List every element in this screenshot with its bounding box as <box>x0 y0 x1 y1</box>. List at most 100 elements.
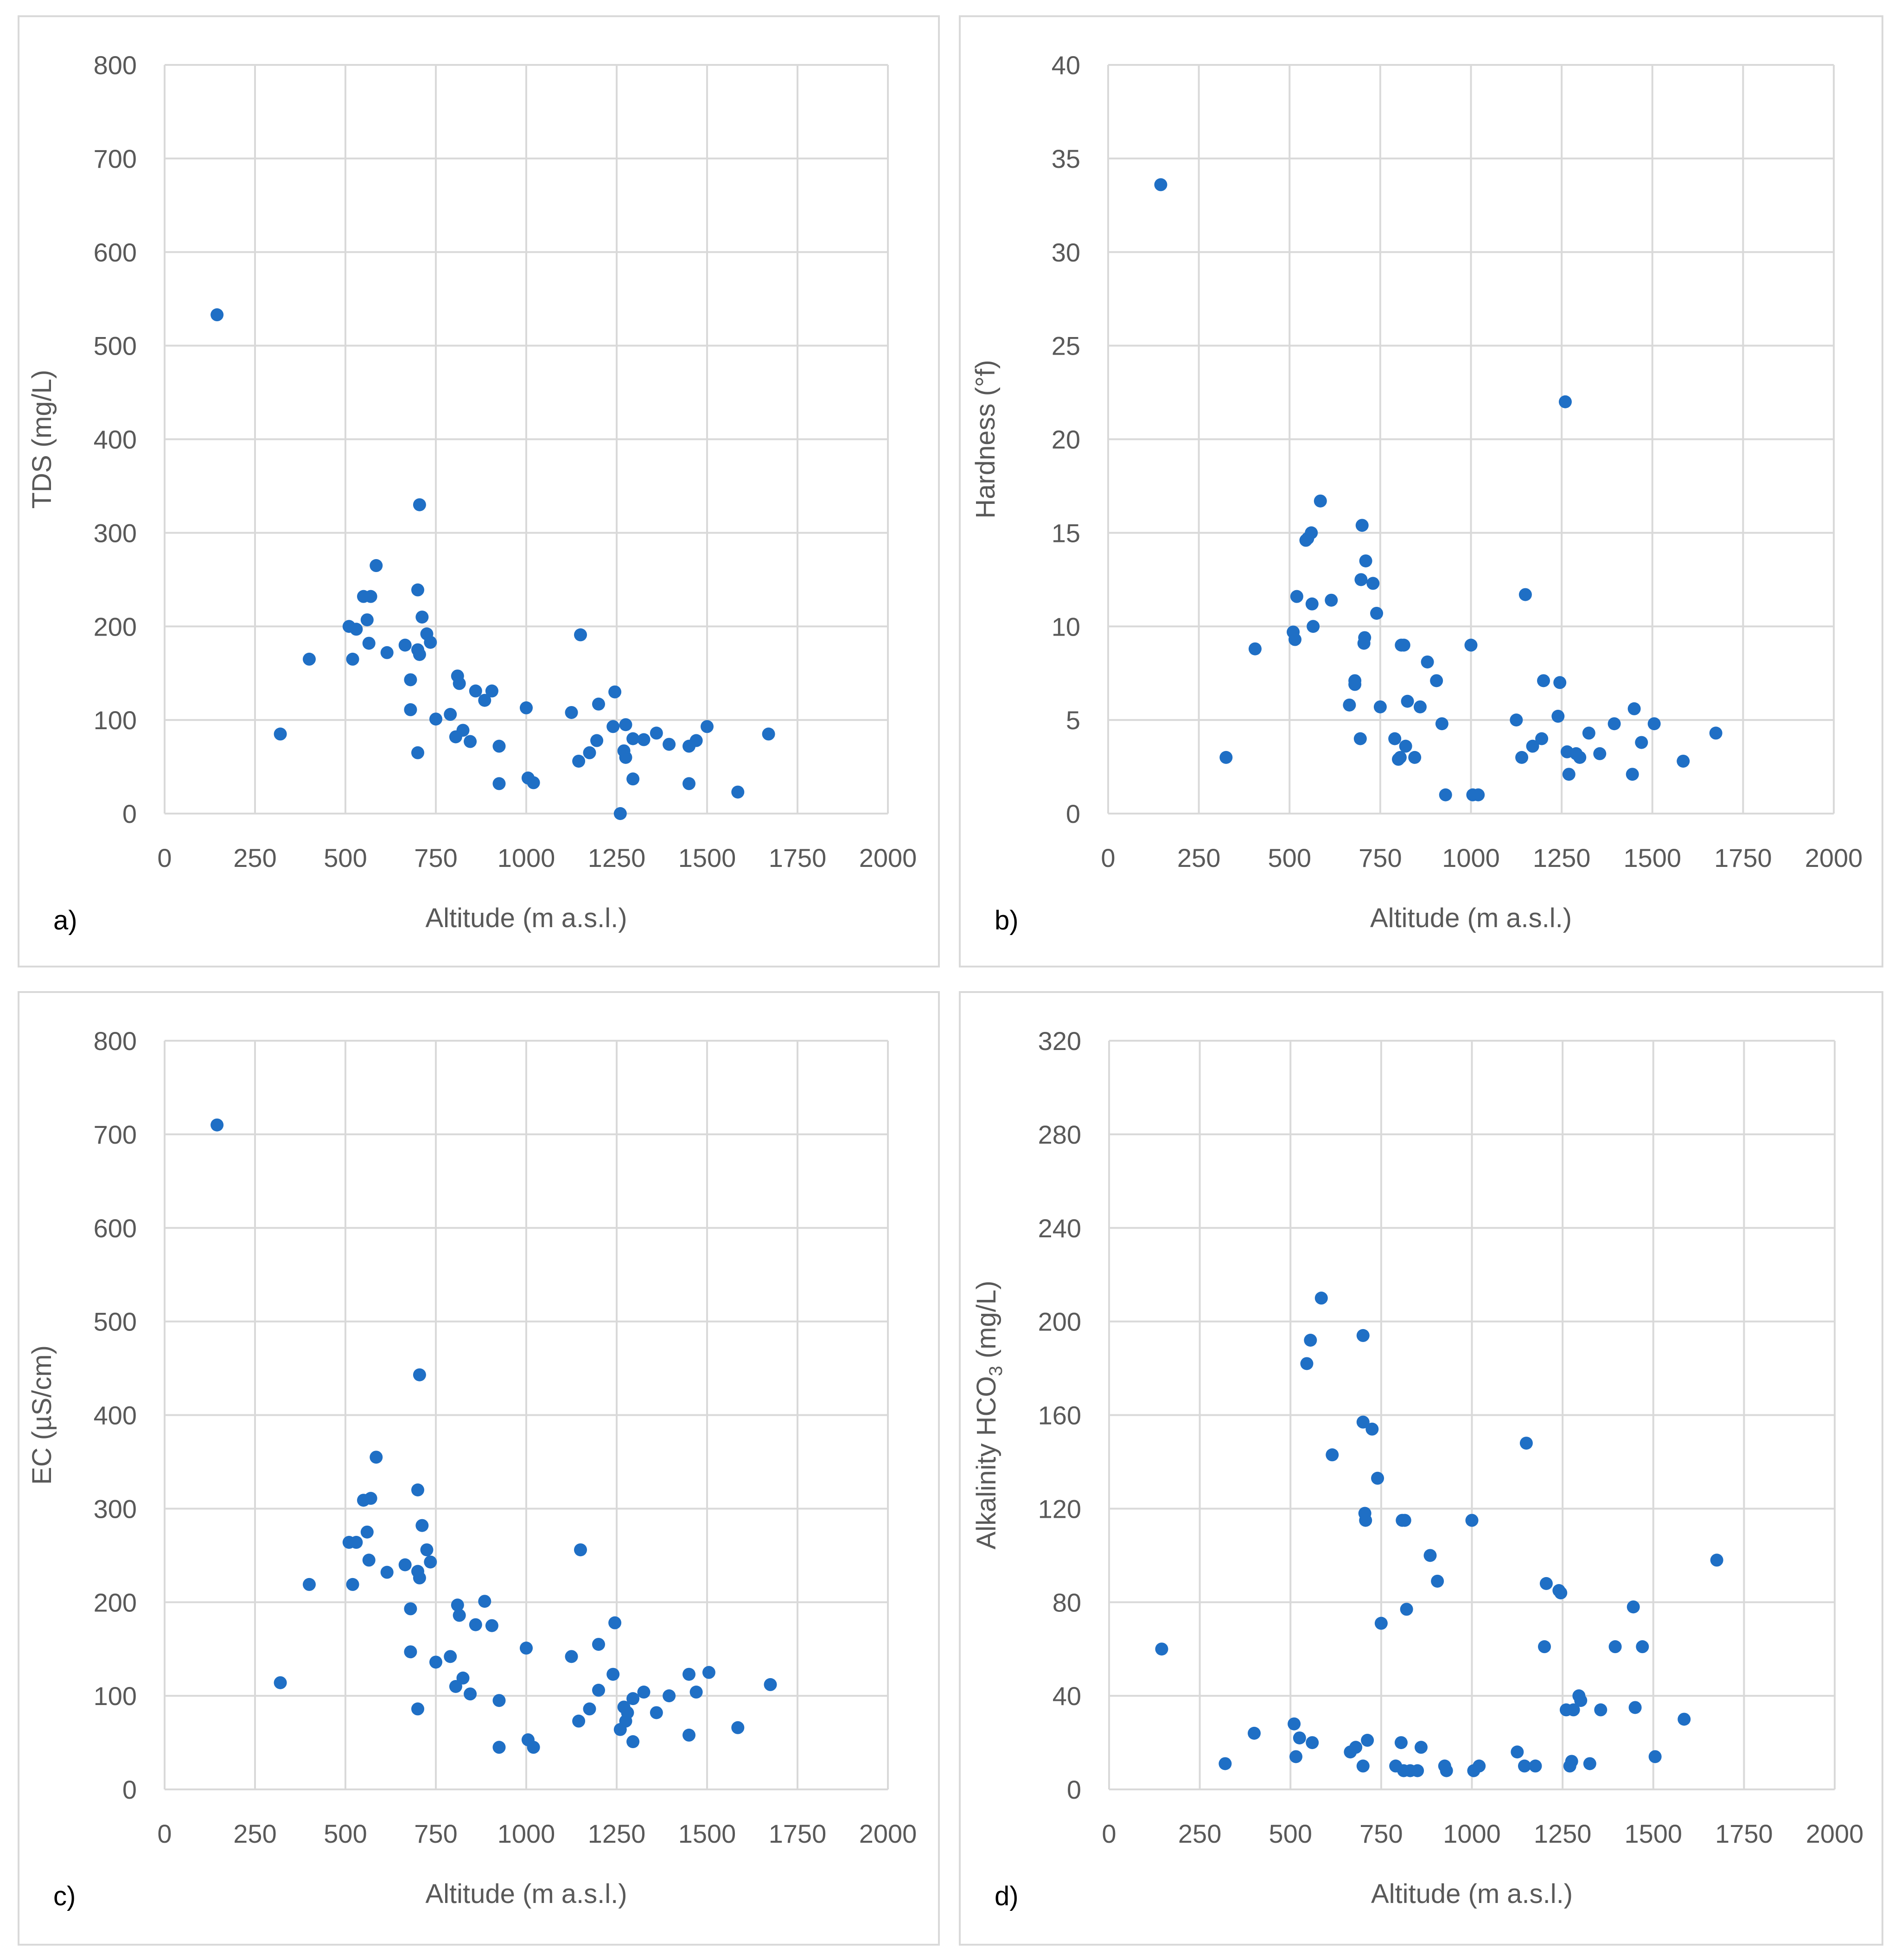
y-tick-label: 300 <box>94 1494 137 1523</box>
panel-frame <box>18 991 940 1946</box>
data-point <box>1608 717 1621 731</box>
data-point <box>380 646 394 659</box>
data-point <box>444 708 457 721</box>
data-point <box>683 1667 695 1681</box>
data-point <box>565 706 578 719</box>
data-point <box>572 754 586 768</box>
data-point <box>606 720 620 733</box>
data-point <box>1343 698 1356 712</box>
x-axis-title: Altitude (m a.s.l.) <box>1371 1879 1573 1909</box>
data-point <box>626 732 640 745</box>
data-point <box>1411 1764 1424 1777</box>
data-point <box>362 636 376 650</box>
panel-frame <box>959 15 1883 967</box>
panel-label: c) <box>53 1881 76 1911</box>
data-point <box>1567 1703 1580 1717</box>
data-point <box>413 1571 426 1585</box>
data-point <box>1348 674 1362 687</box>
data-point <box>606 1667 620 1681</box>
data-point <box>1636 1640 1649 1654</box>
data-point <box>1421 655 1434 668</box>
x-tick-label: 500 <box>324 843 367 872</box>
data-point <box>1289 1750 1302 1763</box>
data-point <box>464 735 477 748</box>
data-point <box>1373 700 1387 713</box>
data-point <box>1305 597 1319 611</box>
panel-d: 0 250 500 750 1000 1250 1500 1750 2000 0 40 80 120 16… <box>959 991 1883 1946</box>
data-point <box>583 746 596 759</box>
data-point <box>492 739 506 753</box>
data-point <box>1354 573 1368 586</box>
data-point <box>1635 736 1648 749</box>
data-point <box>1677 754 1690 768</box>
data-point <box>346 652 359 666</box>
panel-label: d) <box>995 1881 1019 1911</box>
y-tick-label: 0 <box>1066 799 1080 828</box>
data-point <box>1583 1757 1596 1770</box>
data-point <box>1393 751 1407 764</box>
data-point <box>683 777 695 790</box>
data-point <box>1551 710 1565 723</box>
data-point <box>1359 554 1372 567</box>
data-point <box>464 1687 477 1701</box>
data-point <box>1423 1549 1437 1562</box>
data-point <box>1539 1577 1553 1590</box>
x-tick-label: 1750 <box>1715 1819 1773 1848</box>
data-point <box>453 1609 466 1622</box>
y-tick-label: 600 <box>94 1214 137 1243</box>
data-point <box>1356 1329 1370 1342</box>
data-point <box>211 1118 224 1132</box>
data-point <box>411 746 424 759</box>
data-point <box>350 623 363 636</box>
data-point <box>413 1368 426 1381</box>
panel-label: a) <box>53 905 77 935</box>
data-point <box>451 1598 464 1612</box>
data-point <box>590 734 604 747</box>
panel-frame <box>959 991 1883 1946</box>
y-tick-label: 320 <box>1038 1026 1081 1056</box>
y-tick-label: 600 <box>94 238 137 267</box>
data-point <box>1361 1734 1374 1747</box>
y-axis-title: Hardness (°f) <box>970 360 1001 518</box>
data-point <box>574 1543 587 1557</box>
data-point <box>370 1451 383 1464</box>
data-point <box>1218 1757 1232 1770</box>
data-point <box>1608 1640 1622 1654</box>
data-point <box>1325 593 1338 607</box>
x-axis-title: Altitude (m a.s.l.) <box>425 1879 627 1909</box>
data-point <box>364 1492 377 1505</box>
data-point <box>626 1692 640 1705</box>
data-point <box>1400 1603 1413 1616</box>
data-point <box>1518 1759 1531 1773</box>
data-point <box>415 1519 429 1532</box>
data-point <box>1582 726 1595 740</box>
data-point <box>650 1706 663 1719</box>
data-point <box>689 1686 703 1699</box>
panel-label: b) <box>995 905 1019 935</box>
y-tick-label: 80 <box>1053 1588 1081 1617</box>
data-point <box>370 559 383 573</box>
panel-frame <box>18 15 940 967</box>
data-point <box>303 1578 316 1591</box>
data-point <box>520 1642 533 1655</box>
data-point <box>469 684 482 698</box>
panel-b: 0 250 500 750 1000 1250 1500 1750 2000 0 5 10 15 20 25… <box>959 15 1883 967</box>
data-point <box>350 1536 363 1549</box>
data-point <box>1365 1422 1379 1436</box>
data-point <box>398 1558 412 1572</box>
data-point <box>360 1525 374 1539</box>
data-point <box>663 1689 676 1703</box>
data-point <box>574 628 587 642</box>
data-point <box>411 583 424 597</box>
x-tick-label: 2000 <box>859 1819 917 1848</box>
y-tick-label: 35 <box>1052 144 1080 173</box>
data-point <box>650 726 663 740</box>
data-point <box>527 776 540 789</box>
x-tick-label: 1000 <box>498 843 555 872</box>
data-point <box>1678 1712 1691 1726</box>
data-point <box>683 1728 695 1742</box>
data-point <box>1709 726 1722 740</box>
data-point <box>492 1694 506 1707</box>
data-point <box>380 1565 394 1579</box>
y-tick-label: 160 <box>1038 1401 1081 1430</box>
